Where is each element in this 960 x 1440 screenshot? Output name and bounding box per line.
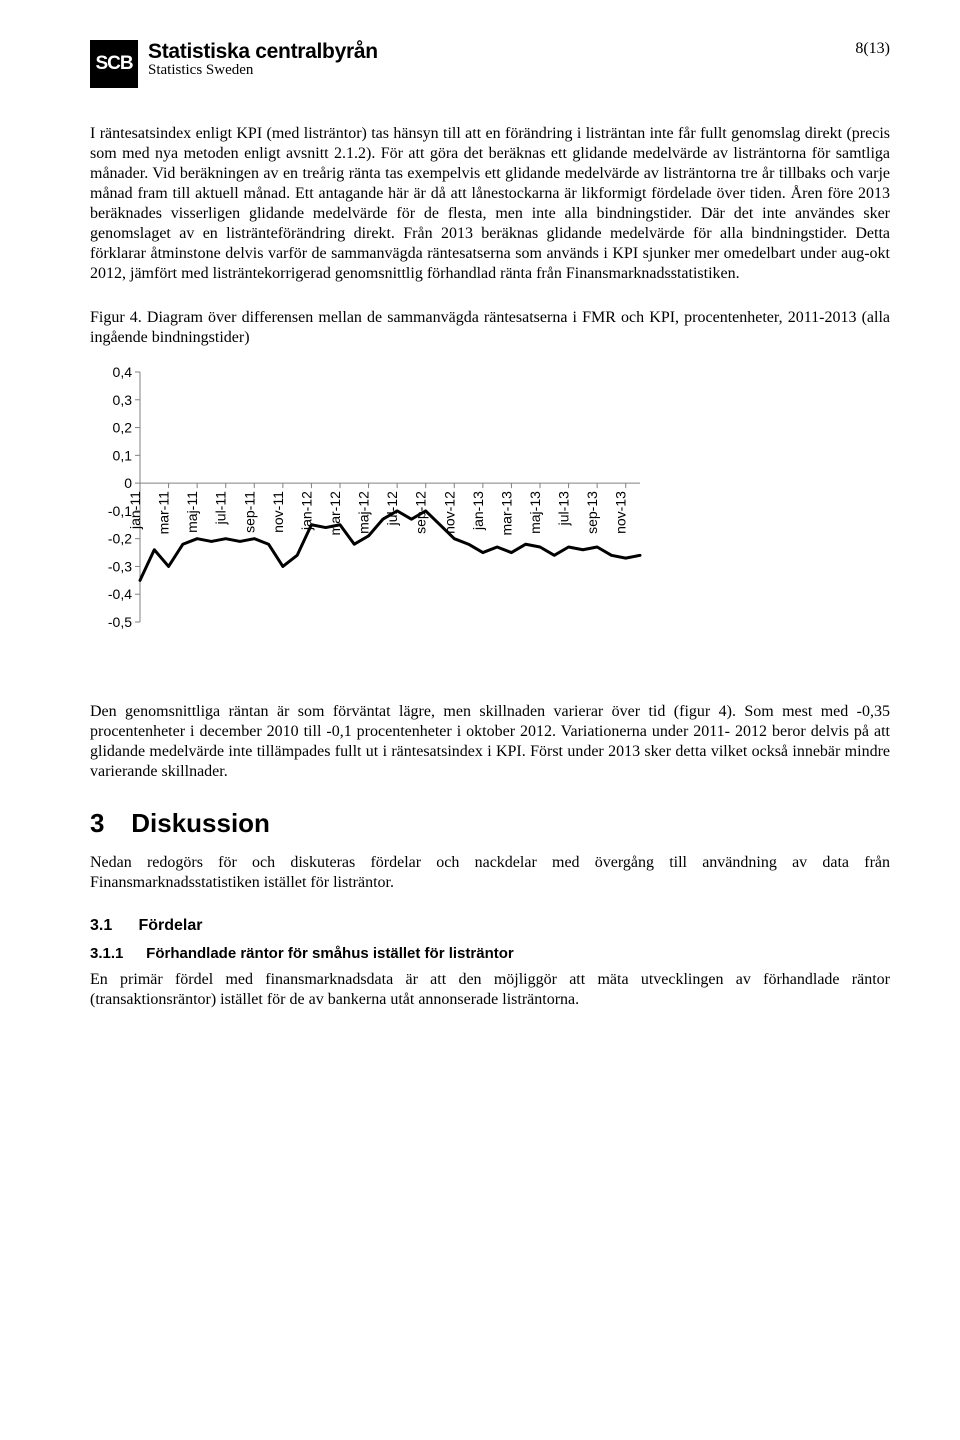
svg-text:nov-13: nov-13 xyxy=(613,491,629,534)
svg-text:0,3: 0,3 xyxy=(113,392,133,408)
scb-logo: SCB Statistiska centralbyrån Statistics … xyxy=(90,40,378,88)
page-number: 8(13) xyxy=(855,40,890,58)
svg-text:0,1: 0,1 xyxy=(113,447,133,463)
svg-text:mar-12: mar-12 xyxy=(327,491,343,536)
svg-text:maj-13: maj-13 xyxy=(527,491,543,534)
svg-text:mar-13: mar-13 xyxy=(498,491,514,536)
paragraph-3: Nedan redogörs för och diskuteras fördel… xyxy=(90,853,890,893)
svg-text:mar-11: mar-11 xyxy=(156,491,172,535)
figure-4-chart: 0,40,30,20,10-0,1-0,2-0,3-0,4-0,5jan-11m… xyxy=(90,362,650,672)
svg-text:jan-13: jan-13 xyxy=(470,491,486,531)
svg-text:maj-11: maj-11 xyxy=(184,491,200,533)
logo-sub-text: Statistics Sweden xyxy=(148,62,378,79)
svg-text:0,2: 0,2 xyxy=(113,420,133,436)
svg-text:nov-11: nov-11 xyxy=(270,491,286,533)
svg-text:-0,5: -0,5 xyxy=(108,614,132,630)
scb-logo-icon: SCB xyxy=(90,40,138,88)
svg-text:jul-12: jul-12 xyxy=(384,491,400,526)
svg-text:maj-12: maj-12 xyxy=(356,491,372,534)
heading-fordelar: 3.1 Fördelar xyxy=(90,917,890,935)
svg-text:-0,3: -0,3 xyxy=(108,558,132,574)
heading-forhandlade: 3.1.1 Förhandlade räntor för småhus istä… xyxy=(90,945,890,962)
page-header: SCB Statistiska centralbyrån Statistics … xyxy=(90,40,890,88)
svg-text:jul-11: jul-11 xyxy=(213,491,229,525)
svg-text:0,4: 0,4 xyxy=(113,364,133,380)
svg-text:jul-13: jul-13 xyxy=(556,491,572,526)
paragraph-1: I räntesatsindex enligt KPI (med listrän… xyxy=(90,124,890,284)
svg-text:sep-11: sep-11 xyxy=(241,491,257,533)
svg-text:-0,2: -0,2 xyxy=(108,531,132,547)
paragraph-4: En primär fördel med finansmarknadsdata … xyxy=(90,970,890,1010)
logo-main-text: Statistiska centralbyrån xyxy=(148,40,378,64)
svg-text:-0,4: -0,4 xyxy=(108,586,132,602)
svg-text:jan-11: jan-11 xyxy=(127,491,143,530)
svg-text:0: 0 xyxy=(124,475,132,491)
svg-text:sep-13: sep-13 xyxy=(584,491,600,534)
heading-diskussion: 3 Diskussion xyxy=(90,808,890,839)
paragraph-2: Den genomsnittliga räntan är som förvänt… xyxy=(90,702,890,782)
figure-4-caption: Figur 4. Diagram över differensen mellan… xyxy=(90,308,890,348)
